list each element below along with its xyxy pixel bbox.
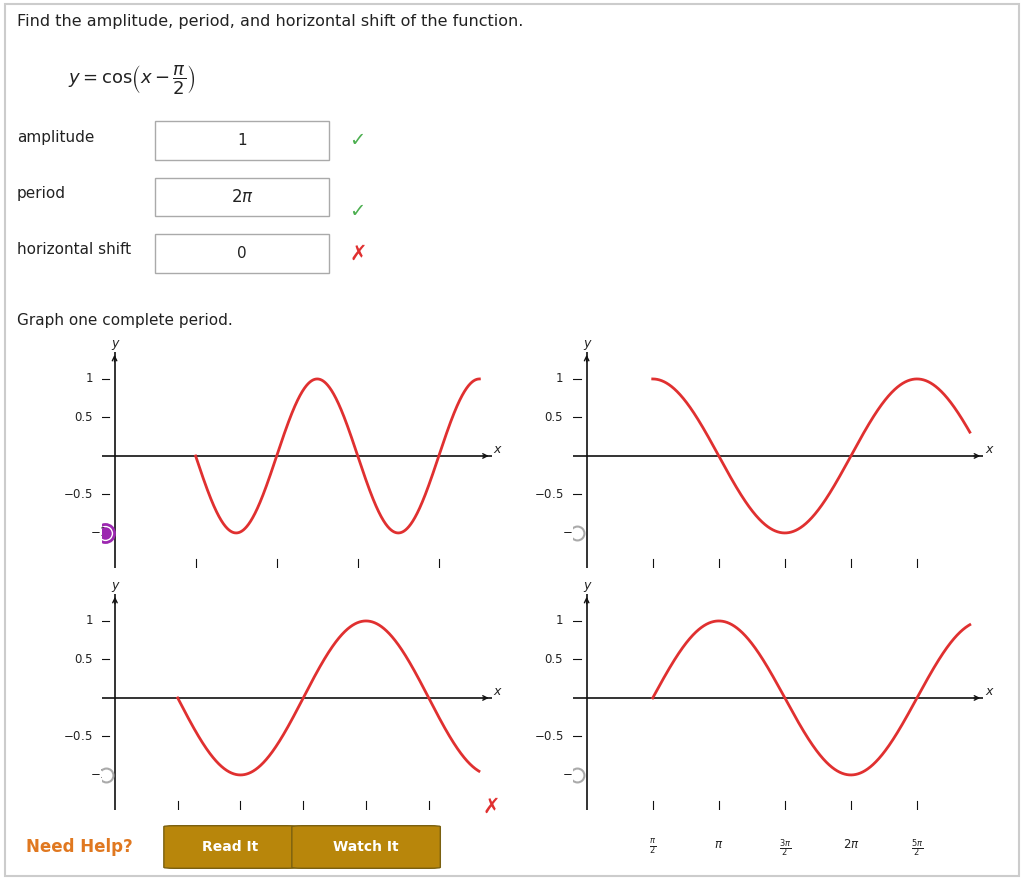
- Text: 1: 1: [238, 133, 247, 149]
- Text: Watch It: Watch It: [333, 840, 399, 854]
- Text: ✓: ✓: [349, 131, 366, 150]
- Text: $-1$: $-1$: [562, 526, 580, 539]
- Text: y: y: [583, 579, 591, 592]
- Text: x: x: [985, 685, 992, 698]
- Text: x: x: [985, 443, 992, 456]
- FancyBboxPatch shape: [164, 825, 297, 869]
- Text: 0.5: 0.5: [74, 411, 92, 424]
- Text: 0.5: 0.5: [545, 411, 563, 424]
- Text: ✗: ✗: [349, 244, 367, 263]
- Text: $\pi$: $\pi$: [714, 838, 723, 851]
- Text: horizontal shift: horizontal shift: [16, 242, 131, 258]
- Text: $\frac{\pi}{2}$: $\frac{\pi}{2}$: [649, 596, 656, 615]
- Text: 0.5: 0.5: [545, 653, 563, 666]
- FancyBboxPatch shape: [292, 825, 440, 869]
- Text: y: y: [583, 337, 591, 350]
- Text: $\frac{3\pi}{2}$: $\frac{3\pi}{2}$: [778, 596, 791, 617]
- Text: $-0.5$: $-0.5$: [534, 488, 563, 501]
- Text: $\frac{3\pi}{2}$: $\frac{3\pi}{2}$: [778, 838, 791, 859]
- Text: ✓: ✓: [349, 202, 366, 221]
- Text: $\frac{\pi}{2}$: $\frac{\pi}{2}$: [174, 838, 181, 857]
- Text: y: y: [112, 579, 119, 592]
- Text: $2\pi$: $2\pi$: [357, 838, 375, 851]
- Text: $2\pi$: $2\pi$: [230, 188, 254, 206]
- Text: $\frac{3\pi}{2}$: $\frac{3\pi}{2}$: [297, 838, 309, 859]
- Text: period: period: [16, 186, 66, 202]
- Text: $-1$: $-1$: [562, 768, 580, 781]
- Text: Need Help?: Need Help?: [26, 838, 132, 856]
- FancyBboxPatch shape: [155, 121, 330, 160]
- Text: $\pi$: $\pi$: [191, 596, 201, 609]
- Text: $2\pi$: $2\pi$: [843, 838, 859, 851]
- Text: $3\pi$: $3\pi$: [349, 596, 367, 609]
- Text: Read It: Read It: [203, 840, 258, 854]
- Text: $y = \cos\!\left(x - \dfrac{\pi}{2}\right)$: $y = \cos\!\left(x - \dfrac{\pi}{2}\righ…: [68, 63, 196, 96]
- Text: 1: 1: [85, 614, 92, 627]
- Text: 1: 1: [556, 372, 563, 385]
- Text: $-1$: $-1$: [90, 768, 109, 781]
- Text: 1: 1: [556, 614, 563, 627]
- Text: 0.5: 0.5: [74, 653, 92, 666]
- Text: Find the amplitude, period, and horizontal shift of the function.: Find the amplitude, period, and horizont…: [16, 14, 523, 29]
- Text: $2\pi$: $2\pi$: [843, 596, 859, 609]
- Text: $\pi$: $\pi$: [714, 596, 723, 609]
- Text: x: x: [494, 685, 501, 698]
- Text: ✗: ✗: [482, 796, 501, 817]
- Text: $\frac{\pi}{2}$: $\frac{\pi}{2}$: [649, 838, 656, 857]
- Text: $\frac{5\pi}{2}$: $\frac{5\pi}{2}$: [423, 838, 435, 859]
- Text: x: x: [494, 443, 501, 456]
- Text: amplitude: amplitude: [16, 129, 94, 145]
- FancyBboxPatch shape: [155, 234, 330, 273]
- Text: 0: 0: [238, 246, 247, 261]
- Text: y: y: [111, 337, 118, 350]
- Text: $-1$: $-1$: [90, 526, 109, 539]
- Text: $2\pi$: $2\pi$: [268, 596, 285, 609]
- Text: $\pi$: $\pi$: [236, 838, 245, 851]
- Text: Graph one complete period.: Graph one complete period.: [16, 313, 232, 328]
- Text: 1: 1: [85, 372, 92, 385]
- Text: $-0.5$: $-0.5$: [63, 488, 92, 501]
- Text: $-0.5$: $-0.5$: [534, 730, 563, 743]
- FancyBboxPatch shape: [155, 178, 330, 216]
- Text: $\frac{5\pi}{2}$: $\frac{5\pi}{2}$: [910, 838, 923, 859]
- Text: $4\pi$: $4\pi$: [430, 596, 447, 609]
- Text: $\frac{5\pi}{2}$: $\frac{5\pi}{2}$: [910, 596, 923, 617]
- Text: $-0.5$: $-0.5$: [63, 730, 92, 743]
